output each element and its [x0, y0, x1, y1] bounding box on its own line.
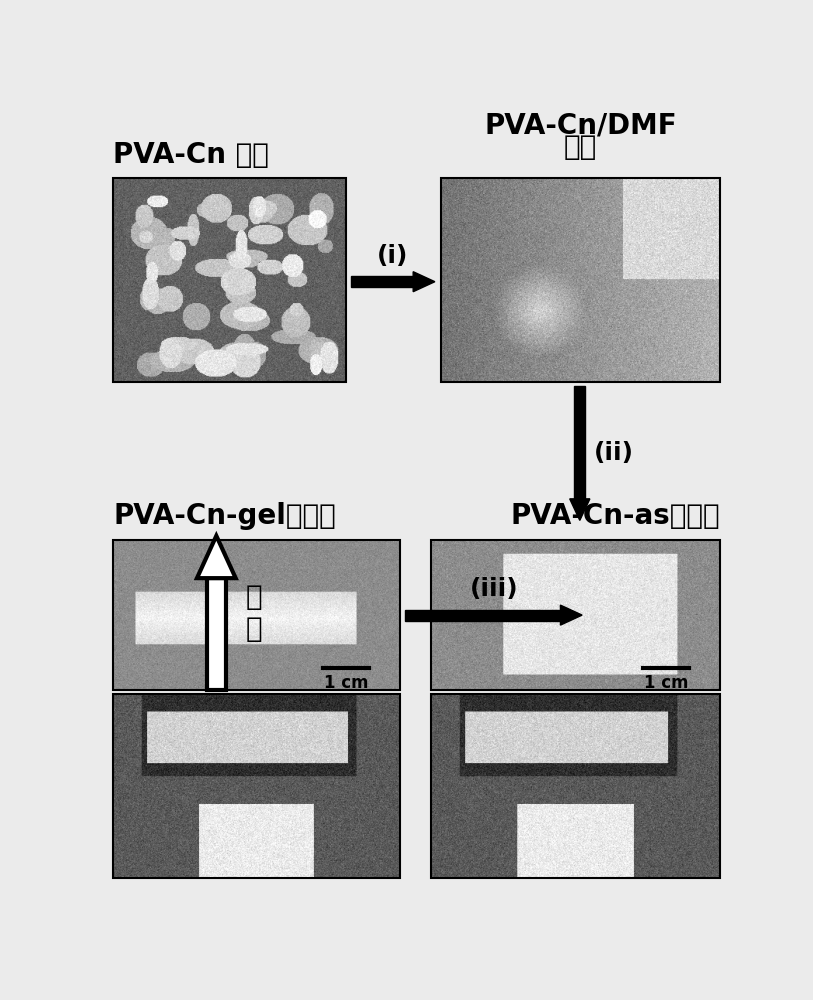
Bar — [207, 578, 226, 690]
Text: (iii): (iii) — [469, 577, 518, 601]
Bar — [574, 386, 585, 499]
Text: 1 cm: 1 cm — [644, 674, 688, 692]
Bar — [113, 178, 346, 382]
Text: PVA-Cn-as水凝胶: PVA-Cn-as水凝胶 — [511, 502, 720, 530]
Bar — [431, 540, 720, 690]
Text: PVA-Cn 粉末: PVA-Cn 粉末 — [113, 141, 269, 169]
Polygon shape — [197, 536, 236, 578]
Text: 溶液: 溶液 — [564, 133, 598, 161]
Bar — [406, 610, 560, 620]
Text: (i): (i) — [377, 244, 409, 268]
Polygon shape — [570, 499, 590, 520]
Bar — [351, 276, 413, 287]
Bar — [113, 694, 400, 878]
Text: PVA-Cn-gel水凝胶: PVA-Cn-gel水凝胶 — [113, 502, 336, 530]
Text: (ii): (ii) — [593, 441, 634, 465]
Bar — [441, 178, 720, 382]
Polygon shape — [413, 272, 435, 292]
Bar — [431, 694, 720, 878]
Text: 回
炉: 回 炉 — [246, 583, 263, 643]
Text: 1 cm: 1 cm — [324, 674, 368, 692]
Polygon shape — [560, 605, 582, 625]
Bar — [113, 540, 400, 690]
Text: PVA-Cn/DMF: PVA-Cn/DMF — [485, 111, 677, 139]
